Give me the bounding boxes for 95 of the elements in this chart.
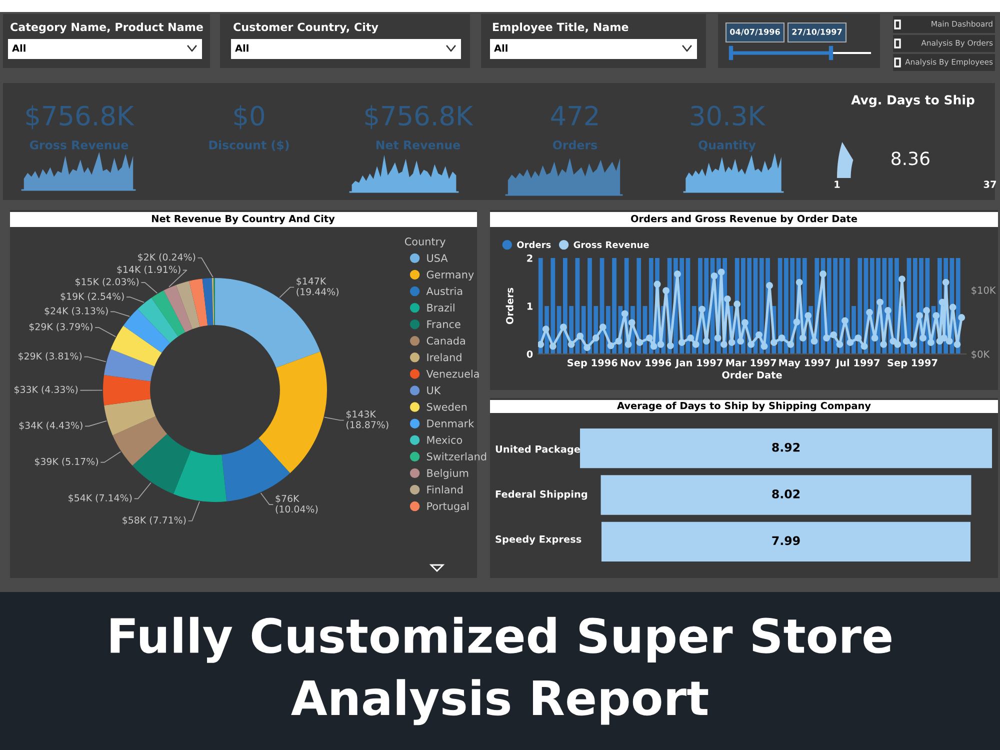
legend-label: Finland	[427, 485, 463, 494]
x-tick-label: Sep 1996	[568, 359, 618, 368]
legend-label: Denmark	[427, 419, 474, 428]
chart-title: Net Revenue By Country And City	[152, 214, 335, 224]
donut-slice	[132, 434, 191, 494]
legend-label: France	[427, 320, 460, 328]
legend-title: Country	[404, 238, 446, 248]
x-tick-label: May 1997	[779, 358, 830, 368]
text: Employee Title, Name	[493, 22, 628, 34]
text: All	[494, 44, 508, 52]
text: All	[12, 44, 26, 52]
donut-slice	[104, 349, 155, 382]
text: $0	[234, 105, 264, 130]
category-label: United Package	[496, 445, 580, 455]
x-axis-title: Order Date	[722, 371, 782, 379]
y-tick-label: 1	[527, 302, 532, 310]
text: 30.3K	[690, 106, 766, 126]
donut-slice	[202, 278, 214, 326]
y-tick-label: 2	[527, 254, 532, 262]
data-label: $15K (2.03%)	[76, 278, 139, 287]
data-label: $39K (5.17%)	[34, 458, 98, 466]
donut-slice	[173, 450, 227, 502]
legend-label: USA	[427, 254, 448, 262]
donut-slice	[123, 309, 170, 353]
x-tick-label: Jul 1997	[835, 358, 880, 368]
x-tick-label: Mar 1997	[726, 359, 776, 366]
text: Quantity	[698, 140, 756, 152]
text: 1	[834, 180, 840, 188]
legend-label: Germany	[426, 270, 474, 281]
legend-label: Gross Revenue	[574, 241, 649, 248]
legend-label: Canada	[426, 336, 465, 345]
data-label: $14K (1.91%)	[117, 266, 180, 274]
text: Discount ($)	[209, 140, 289, 151]
donut-slice	[176, 281, 200, 330]
data-label: $29K (3.81%)	[18, 352, 82, 361]
donut-slice	[103, 375, 151, 406]
legend-label: Portugal	[427, 502, 468, 512]
donut-slice	[112, 416, 168, 466]
donut-slice	[189, 278, 208, 327]
donut-slice	[164, 285, 192, 332]
legend-label: Sweden	[426, 402, 467, 411]
text: $756.8K	[26, 105, 134, 130]
text: 04/07/1996	[730, 28, 780, 36]
donut-slice	[104, 398, 156, 436]
legend-label: Mexico	[427, 436, 462, 444]
data-label: $34K (4.43%)	[19, 422, 82, 430]
donut-slice	[258, 352, 327, 474]
text: Orders	[553, 140, 598, 150]
y2-tick-label: $0K	[972, 350, 990, 360]
donut-slice	[151, 290, 186, 337]
data-label: $143K (18.87%)	[346, 410, 388, 430]
x-tick-label: Nov 1996	[620, 359, 672, 366]
donut-slice	[138, 298, 178, 344]
text: 472	[551, 106, 598, 126]
data-label: $24K (3.13%)	[44, 307, 108, 316]
x-tick-label: Sep 1997	[888, 359, 938, 368]
data-label: $19K (2.54%)	[60, 292, 124, 302]
legend-label: Orders	[517, 241, 551, 248]
data-label: $147K (19.44%)	[296, 277, 338, 296]
donut-slice	[110, 326, 162, 366]
y-tick-label: 0	[526, 350, 533, 358]
text: Customer Country, City	[234, 22, 378, 34]
y-axis-title: Orders	[506, 288, 514, 324]
text: Category Name, Product Name	[10, 22, 203, 34]
legend-label: Austria	[426, 286, 462, 296]
text: Avg. Days to Ship	[851, 94, 974, 108]
category-label: Speedy Express	[496, 535, 582, 545]
legend-label: Brazil	[427, 304, 454, 312]
text: Average of Days to Ship by Shipping Company	[617, 402, 871, 412]
text: Fully Customized Super Store Analysis Report	[110, 616, 892, 726]
data-label: 8.36	[892, 152, 930, 166]
legend-label: Switzerland	[426, 452, 486, 460]
data-label: $29K (3.79%)	[29, 322, 92, 332]
text: All	[235, 44, 248, 52]
data-label: $76K (10.04%)	[276, 494, 318, 514]
data-label: $33K (4.33%)	[14, 386, 78, 394]
data-label: 8.92	[772, 442, 800, 452]
legend-label: Ireland	[427, 353, 462, 362]
chart-title: Orders and Gross Revenue by Order Date	[630, 214, 858, 224]
data-label: $58K (7.71%)	[122, 516, 186, 525]
y2-tick-label: $10K	[972, 286, 996, 296]
data-label: $2K (0.24%)	[138, 253, 196, 262]
legend-label: Venezuela	[426, 370, 479, 378]
text: $756.8K	[365, 105, 474, 130]
legend-label: UK	[427, 386, 441, 394]
data-label: 7.99	[772, 536, 800, 546]
x-tick-label: Jan 1997	[675, 359, 722, 368]
text: 27/10/1997	[792, 28, 842, 36]
data-label: $54K (7.14%)	[68, 494, 132, 503]
legend-label: Belgium	[427, 468, 468, 480]
category-label: Federal Shipping	[496, 490, 588, 500]
text: 37	[984, 180, 996, 188]
text: Gross Revenue	[30, 140, 128, 150]
data-label: 8.02	[772, 489, 800, 498]
text: Net Revenue	[376, 140, 460, 150]
